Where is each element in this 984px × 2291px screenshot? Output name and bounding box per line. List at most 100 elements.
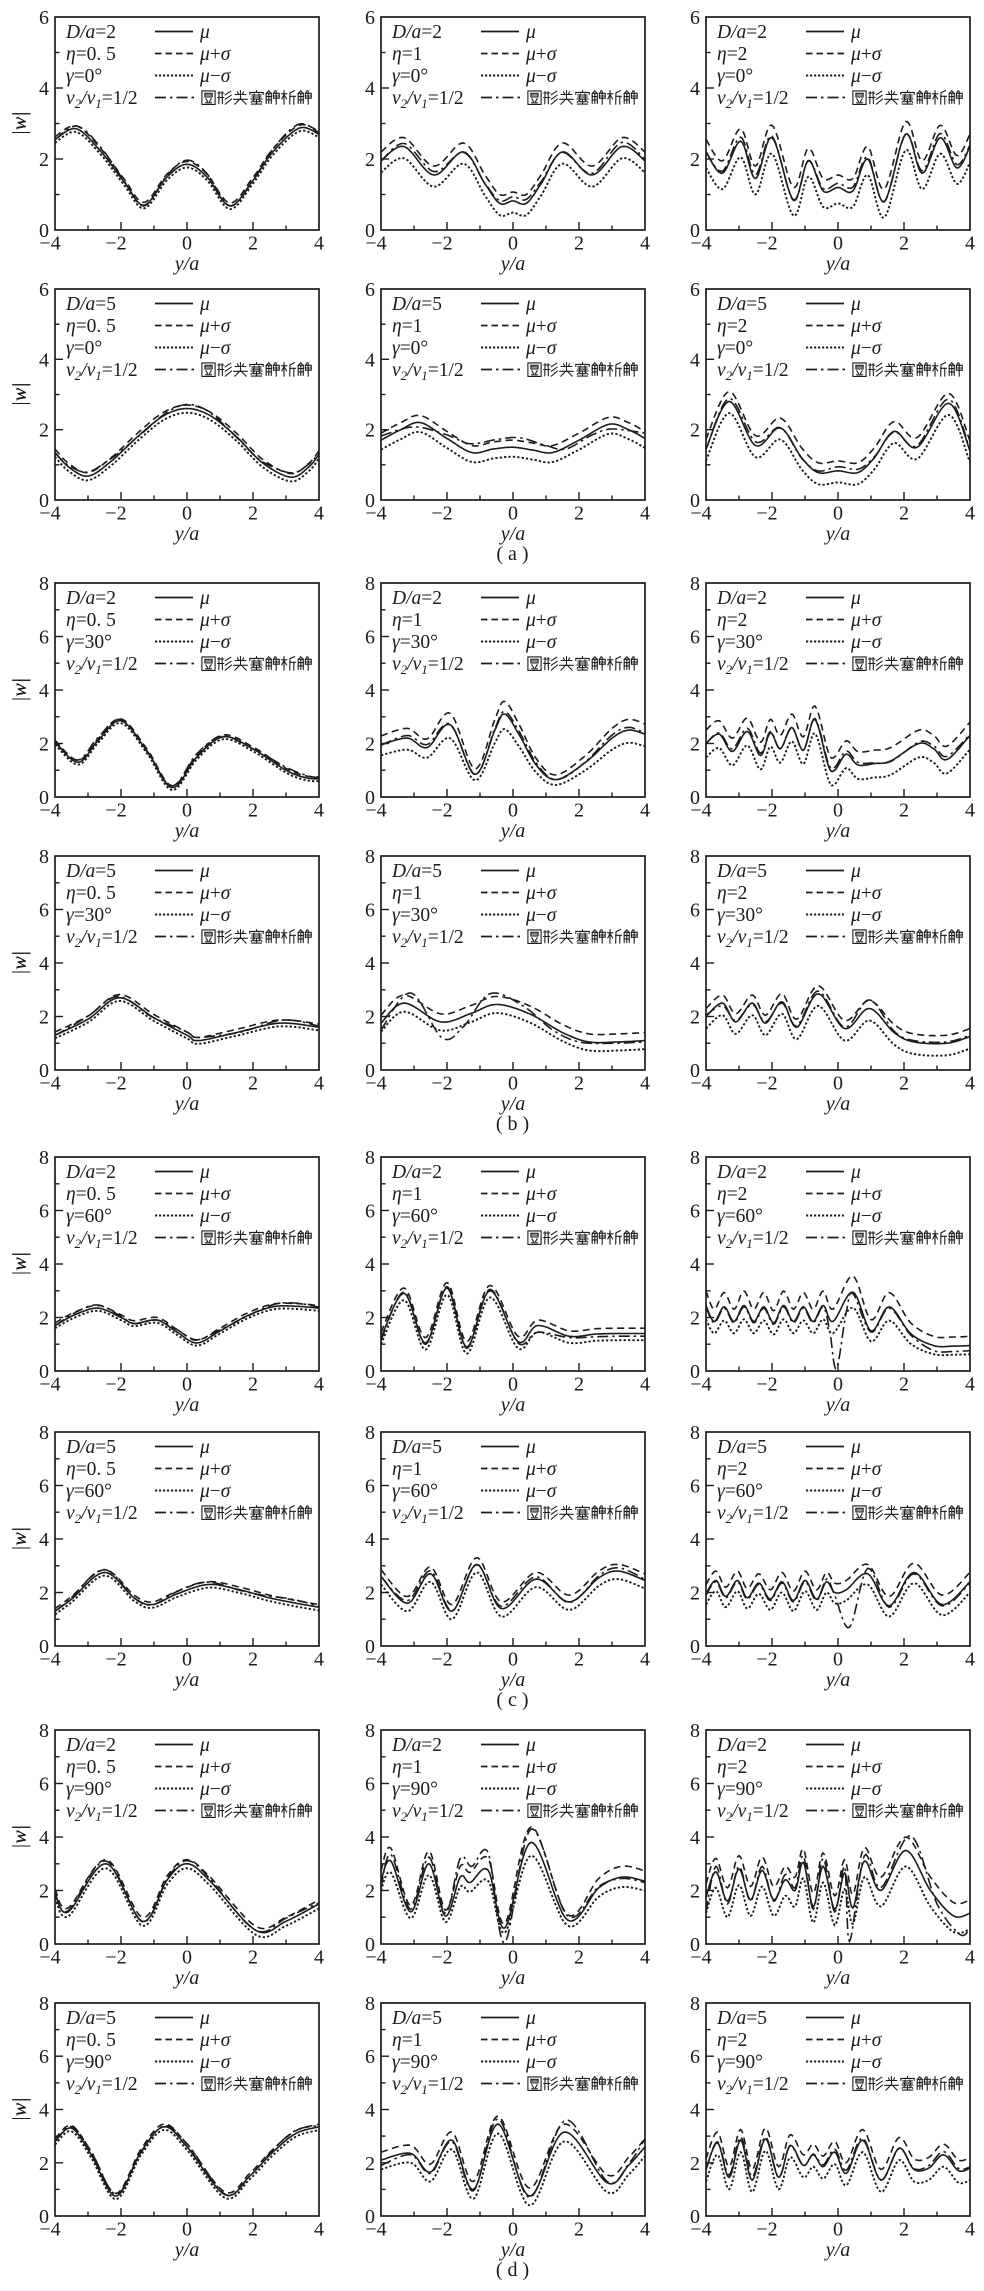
svg-text:y/a: y/a: [173, 253, 199, 275]
svg-text:0: 0: [508, 2219, 518, 2241]
svg-text:2: 2: [574, 503, 584, 525]
svg-text:0: 0: [833, 800, 843, 822]
svg-text:4: 4: [690, 953, 700, 975]
svg-text:4: 4: [965, 2219, 975, 2241]
svg-text:μ+σ: μ+σ: [199, 1757, 232, 1778]
svg-text:η=0. 5: η=0. 5: [66, 1184, 116, 1205]
svg-text:8: 8: [39, 1147, 49, 1169]
svg-text:v2/v1=1/2: v2/v1=1/2: [392, 654, 464, 677]
svg-text:4: 4: [365, 1529, 375, 1551]
svg-text:4: 4: [690, 680, 700, 702]
svg-text:−4: −4: [39, 1374, 60, 1396]
svg-text:|w|: |w|: [9, 2097, 31, 2121]
svg-text:−4: −4: [39, 1947, 60, 1969]
svg-text:|w|: |w|: [9, 1252, 31, 1276]
svg-text:μ: μ: [850, 1162, 861, 1183]
svg-text:γ=60°: γ=60°: [66, 1206, 112, 1227]
svg-text:2: 2: [365, 1007, 375, 1029]
svg-text:η=1: η=1: [392, 1459, 422, 1480]
svg-text:2: 2: [365, 734, 375, 756]
svg-text:μ: μ: [199, 294, 210, 315]
svg-text:|w|: |w|: [9, 1527, 31, 1551]
svg-text:4: 4: [39, 680, 49, 702]
svg-text:2: 2: [574, 800, 584, 822]
svg-text:D/a=2: D/a=2: [716, 1162, 767, 1183]
svg-text:−2: −2: [756, 2219, 777, 2241]
svg-text:D/a=2: D/a=2: [65, 588, 116, 609]
svg-text:−4: −4: [365, 1073, 386, 1095]
svg-text:|w|: |w|: [9, 382, 31, 406]
svg-text:2: 2: [899, 233, 909, 255]
svg-text:μ−σ: μ−σ: [199, 66, 232, 87]
svg-text:y/a: y/a: [499, 820, 525, 842]
svg-text:8: 8: [690, 1147, 700, 1169]
svg-text:6: 6: [39, 7, 49, 29]
svg-text:−4: −4: [39, 2219, 60, 2241]
svg-text:μ+σ: μ+σ: [199, 44, 232, 65]
svg-text:γ=0°: γ=0°: [717, 338, 753, 359]
svg-text:2: 2: [690, 149, 700, 171]
svg-text:γ=0°: γ=0°: [66, 338, 102, 359]
svg-text:4: 4: [39, 1827, 49, 1849]
svg-text:2: 2: [899, 2219, 909, 2241]
svg-text:η=1: η=1: [392, 883, 422, 904]
svg-text:2: 2: [248, 1073, 258, 1095]
svg-text:γ=30°: γ=30°: [717, 632, 763, 653]
svg-text:8: 8: [690, 1422, 700, 1444]
svg-text:6: 6: [365, 1774, 375, 1796]
svg-text:2: 2: [248, 1947, 258, 1969]
svg-text:|w|: |w|: [9, 951, 31, 975]
svg-text:2: 2: [574, 2219, 584, 2241]
svg-text:2: 2: [574, 1073, 584, 1095]
svg-text:μ−σ: μ−σ: [525, 1481, 558, 1502]
svg-text:4: 4: [365, 78, 375, 100]
svg-text:μ−σ: μ−σ: [199, 2052, 232, 2073]
svg-text:v2/v1=1/2: v2/v1=1/2: [392, 1228, 464, 1251]
svg-text:2: 2: [39, 1308, 49, 1330]
svg-text:4: 4: [965, 1649, 975, 1671]
svg-text:v2/v1=1/2: v2/v1=1/2: [66, 1801, 138, 1824]
svg-text:γ=90°: γ=90°: [66, 2052, 112, 2073]
svg-text:0: 0: [39, 1361, 49, 1383]
svg-text:γ=90°: γ=90°: [392, 2052, 438, 2073]
svg-text:|w|: |w|: [9, 111, 31, 135]
svg-text:μ−σ: μ−σ: [199, 905, 232, 926]
svg-text:μ−σ: μ−σ: [850, 1779, 883, 1800]
svg-text:−4: −4: [690, 1947, 711, 1969]
svg-text:8: 8: [365, 1147, 375, 1169]
svg-text:−4: −4: [365, 1374, 386, 1396]
svg-text:2: 2: [899, 1374, 909, 1396]
svg-text:η=1: η=1: [392, 44, 422, 65]
svg-text:v2/v1=1/2: v2/v1=1/2: [66, 1503, 138, 1526]
svg-text:0: 0: [690, 220, 700, 242]
svg-text:η=2: η=2: [717, 1184, 747, 1205]
svg-text:η=0. 5: η=0. 5: [66, 610, 116, 631]
svg-text:η=0. 5: η=0. 5: [66, 2030, 116, 2051]
svg-text:|w|: |w|: [9, 2097, 31, 2121]
svg-text:0: 0: [833, 233, 843, 255]
svg-text:0: 0: [39, 1636, 49, 1658]
svg-text:μ: μ: [850, 1437, 861, 1458]
svg-text:D/a=5: D/a=5: [65, 2008, 116, 2029]
svg-text:D/a=5: D/a=5: [65, 1437, 116, 1458]
svg-text:μ−σ: μ−σ: [850, 905, 883, 926]
svg-text:2: 2: [899, 1649, 909, 1671]
svg-text:0: 0: [508, 1073, 518, 1095]
svg-text:8: 8: [39, 1993, 49, 2015]
svg-text:μ: μ: [199, 1735, 210, 1756]
svg-text:8: 8: [690, 1720, 700, 1742]
svg-text:D/a=2: D/a=2: [391, 588, 442, 609]
svg-text:|w|: |w|: [9, 382, 31, 406]
svg-text:4: 4: [965, 233, 975, 255]
svg-text:D/a=2: D/a=2: [65, 1735, 116, 1756]
svg-text:μ+σ: μ+σ: [525, 610, 558, 631]
svg-text:μ−σ: μ−σ: [199, 1481, 232, 1502]
svg-text:8: 8: [39, 1422, 49, 1444]
svg-text:μ: μ: [525, 1437, 536, 1458]
svg-text:2: 2: [574, 233, 584, 255]
svg-text:2: 2: [899, 1073, 909, 1095]
svg-text:0: 0: [365, 1361, 375, 1383]
svg-text:y/a: y/a: [824, 1394, 850, 1416]
svg-text:D/a=2: D/a=2: [716, 1735, 767, 1756]
svg-text:4: 4: [640, 503, 650, 525]
